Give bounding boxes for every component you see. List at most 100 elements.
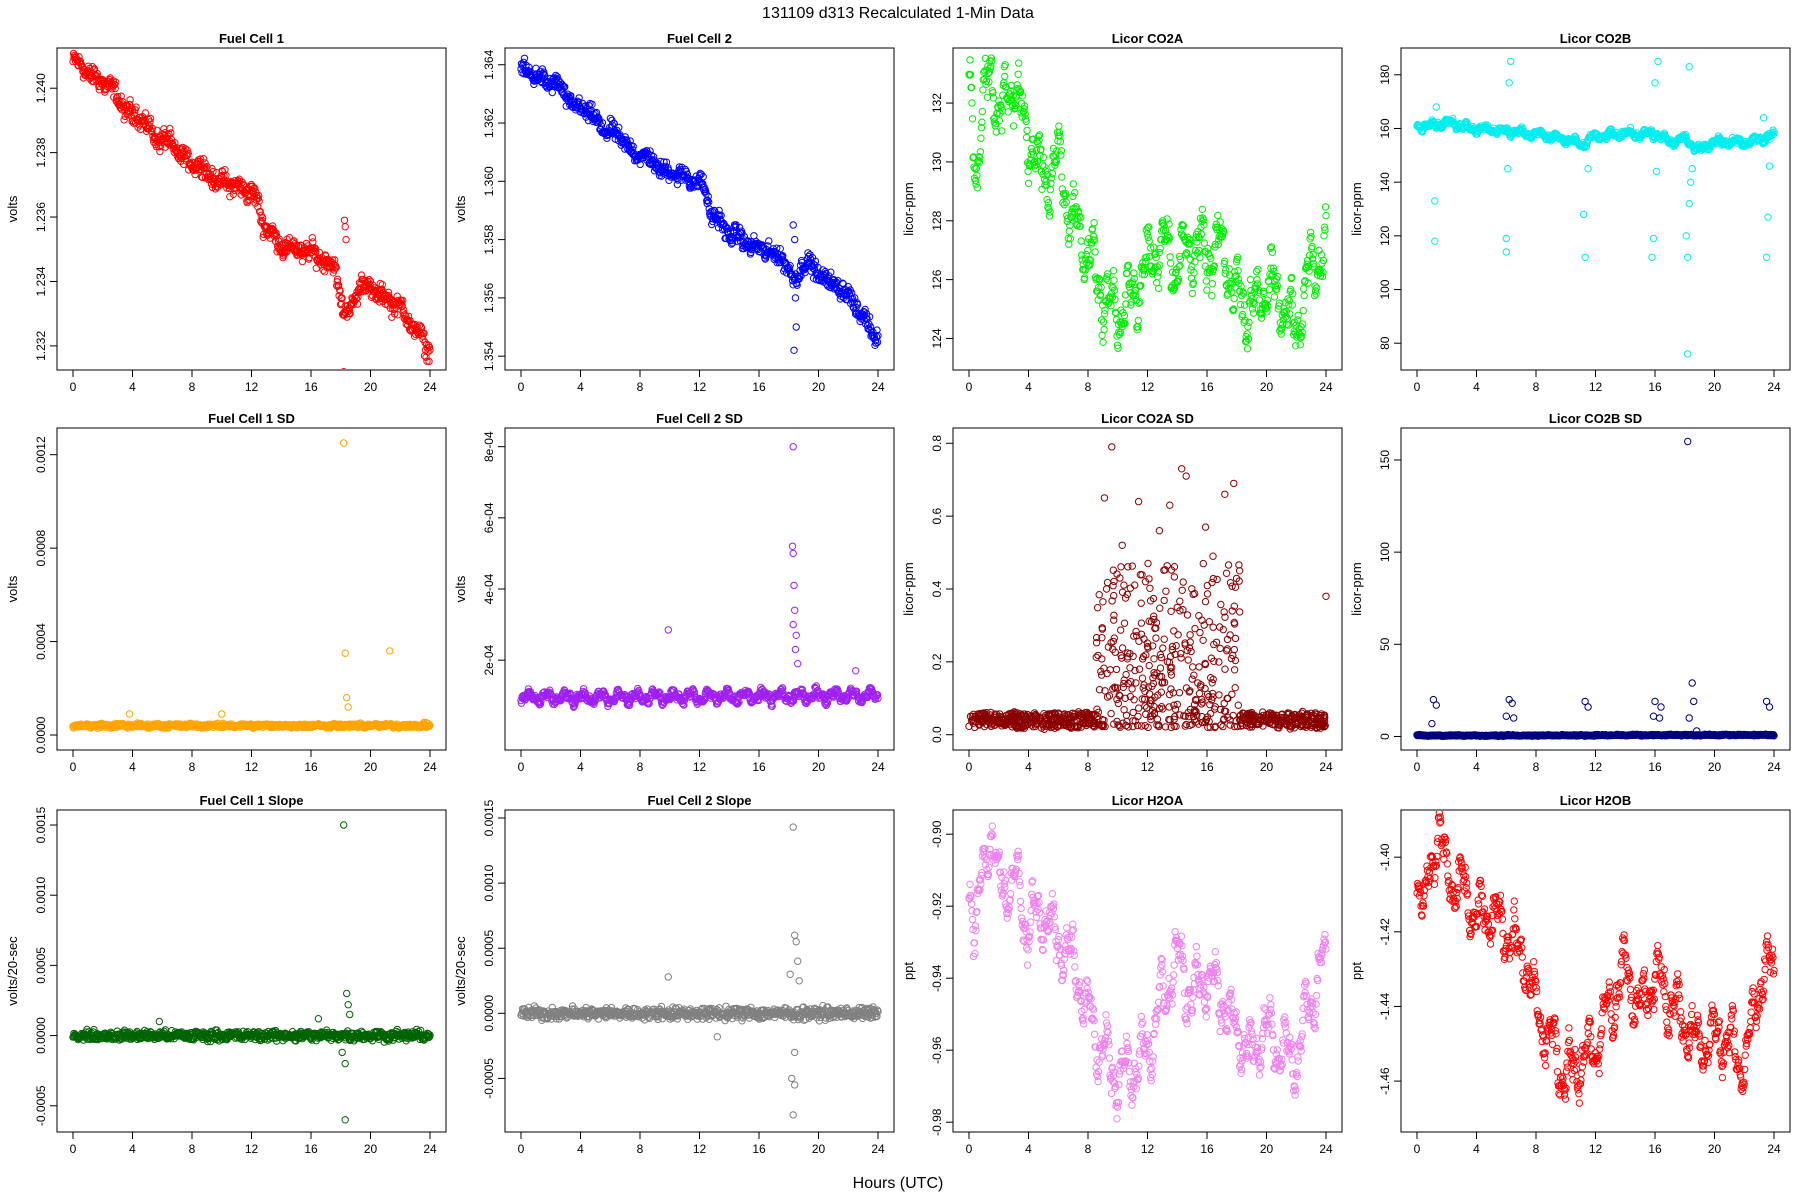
data-point — [1252, 267, 1261, 276]
data-point — [207, 175, 215, 184]
data-point — [382, 295, 390, 304]
data-point — [156, 147, 164, 156]
data-point — [1320, 223, 1329, 231]
outlier-point — [1502, 248, 1511, 256]
x-tick-label: 4 — [129, 760, 136, 774]
data-point — [366, 280, 374, 289]
outlier-point — [1432, 103, 1441, 111]
outlier-point — [1682, 232, 1690, 240]
data-point — [823, 699, 832, 707]
y-tick-label: 6e-04 — [482, 502, 496, 533]
data-point — [1248, 295, 1256, 303]
data-point — [1177, 225, 1185, 234]
data-point — [271, 230, 279, 238]
data-point — [1077, 237, 1085, 245]
data-point — [312, 264, 320, 272]
data-point — [548, 88, 556, 97]
y-tick-label: 140 — [1378, 172, 1392, 192]
data-point — [626, 701, 634, 709]
outlier-point — [1505, 79, 1513, 87]
outlier-point — [342, 235, 350, 244]
data-point — [1020, 102, 1029, 110]
data-point — [298, 257, 307, 266]
data-point — [1089, 232, 1098, 241]
data-point — [1204, 244, 1212, 253]
data-point — [171, 139, 179, 147]
data-point — [1265, 285, 1274, 294]
data-point — [1260, 289, 1268, 298]
data-point — [1065, 240, 1073, 248]
x-tick-label: 4 — [1025, 760, 1032, 774]
data-point — [1236, 300, 1245, 309]
data-point — [1312, 284, 1321, 292]
outlier-point — [1431, 197, 1439, 205]
data-point — [1209, 266, 1218, 274]
data-point — [1144, 683, 1153, 691]
data-point — [1099, 318, 1108, 326]
data-point — [626, 137, 634, 145]
data-point — [1104, 276, 1112, 285]
data-point — [1020, 105, 1028, 113]
data-point — [575, 94, 583, 102]
outlier-point — [1502, 234, 1511, 243]
data-point — [1249, 309, 1258, 317]
data-point — [1107, 302, 1115, 310]
data-point — [979, 86, 987, 94]
data-point — [977, 123, 986, 132]
data-point — [1154, 273, 1162, 281]
data-point — [1040, 163, 1048, 171]
data-point — [108, 85, 116, 93]
data-point — [1110, 276, 1118, 284]
data-point — [123, 102, 132, 110]
data-point — [1157, 653, 1166, 662]
data-point — [1191, 246, 1200, 255]
panel-fc1sd: Fuel Cell 1 SD0 4 8 12 16 20 240.00000.00040.0… — [5, 411, 447, 774]
data-point — [1289, 290, 1297, 298]
data-point — [1047, 174, 1056, 182]
data-point — [565, 693, 573, 701]
data-point — [1046, 208, 1054, 216]
x-tick-label: 8 — [1533, 380, 1540, 394]
data-point — [985, 78, 993, 86]
data-point — [554, 76, 562, 84]
data-point — [1209, 623, 1217, 631]
data-point — [312, 248, 320, 256]
panel-title: Fuel Cell 1 — [219, 31, 284, 46]
x-tick-label: 24 — [1319, 380, 1333, 394]
outlier-point — [218, 710, 226, 718]
data-point — [1191, 258, 1199, 266]
data-point — [353, 300, 362, 308]
data-point — [1243, 345, 1252, 353]
data-point — [1145, 223, 1153, 231]
data-point — [1214, 211, 1222, 220]
data-point — [1132, 291, 1140, 299]
data-point — [525, 63, 533, 71]
data-point — [404, 312, 413, 320]
data-point — [977, 717, 986, 726]
data-point — [256, 207, 264, 216]
data-point — [378, 281, 386, 289]
data-point — [1185, 239, 1193, 247]
data-point — [975, 153, 983, 161]
data-point — [346, 309, 354, 318]
data-point — [1083, 718, 1092, 726]
data-point — [1035, 136, 1043, 144]
data-point — [1095, 276, 1104, 284]
data-point — [184, 149, 192, 158]
data-point — [1250, 300, 1258, 308]
x-tick-label: 0 — [966, 380, 973, 394]
data-point — [378, 285, 386, 293]
data-point — [196, 155, 205, 163]
data-point — [561, 83, 569, 91]
outlier-point — [791, 235, 799, 244]
data-point — [968, 99, 976, 107]
data-point — [1055, 128, 1064, 137]
data-point — [1258, 310, 1266, 318]
data-point — [1062, 198, 1071, 207]
y-axis-label: licor-ppm — [901, 182, 916, 235]
data-point — [1166, 259, 1175, 267]
data-point — [268, 222, 277, 230]
x-tick-label: 24 — [1319, 760, 1333, 774]
